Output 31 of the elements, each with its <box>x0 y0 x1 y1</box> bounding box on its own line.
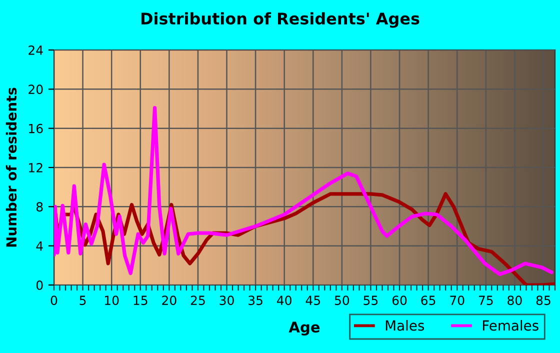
legend-label: Females <box>483 320 538 331</box>
x-tick-label: 0 <box>50 296 58 306</box>
x-tick-label: 55 <box>364 296 378 306</box>
x-tick-label: 50 <box>334 296 350 306</box>
x-tick-label: 60 <box>392 296 407 306</box>
x-tick-label: 75 <box>478 296 493 306</box>
y-tick-label: 8 <box>36 202 43 212</box>
x-tick-label: 65 <box>421 296 436 306</box>
chart-title: Distribution of Residents' Ages <box>141 12 420 28</box>
x-tick-label: 35 <box>248 296 262 306</box>
x-tick-label: 40 <box>277 296 292 306</box>
x-tick-label: 70 <box>450 296 464 306</box>
y-tick-label: 0 <box>36 280 43 290</box>
y-tick-label: 4 <box>36 241 43 251</box>
line-series <box>54 106 554 276</box>
x-tick-label: 20 <box>162 296 176 306</box>
x-tick-label: 5 <box>80 296 86 306</box>
y-axis-title: Number of residents <box>6 88 17 247</box>
y-tick-label: 20 <box>28 84 43 94</box>
legend-label: Males <box>386 320 424 331</box>
x-tick-label: 30 <box>220 296 234 306</box>
x-tick-label: 10 <box>105 296 119 306</box>
x-tick-label: 25 <box>190 296 205 306</box>
x-tick-label: 85 <box>536 296 550 306</box>
x-axis-title: Age <box>288 322 320 336</box>
x-tick-label: 45 <box>306 296 320 306</box>
x-tick-label: 15 <box>134 296 148 306</box>
y-tick-label: 24 <box>28 45 43 55</box>
y-tick-label: 16 <box>29 124 43 134</box>
x-tick-label: 80 <box>508 296 522 306</box>
y-tick-label: 12 <box>29 162 42 172</box>
